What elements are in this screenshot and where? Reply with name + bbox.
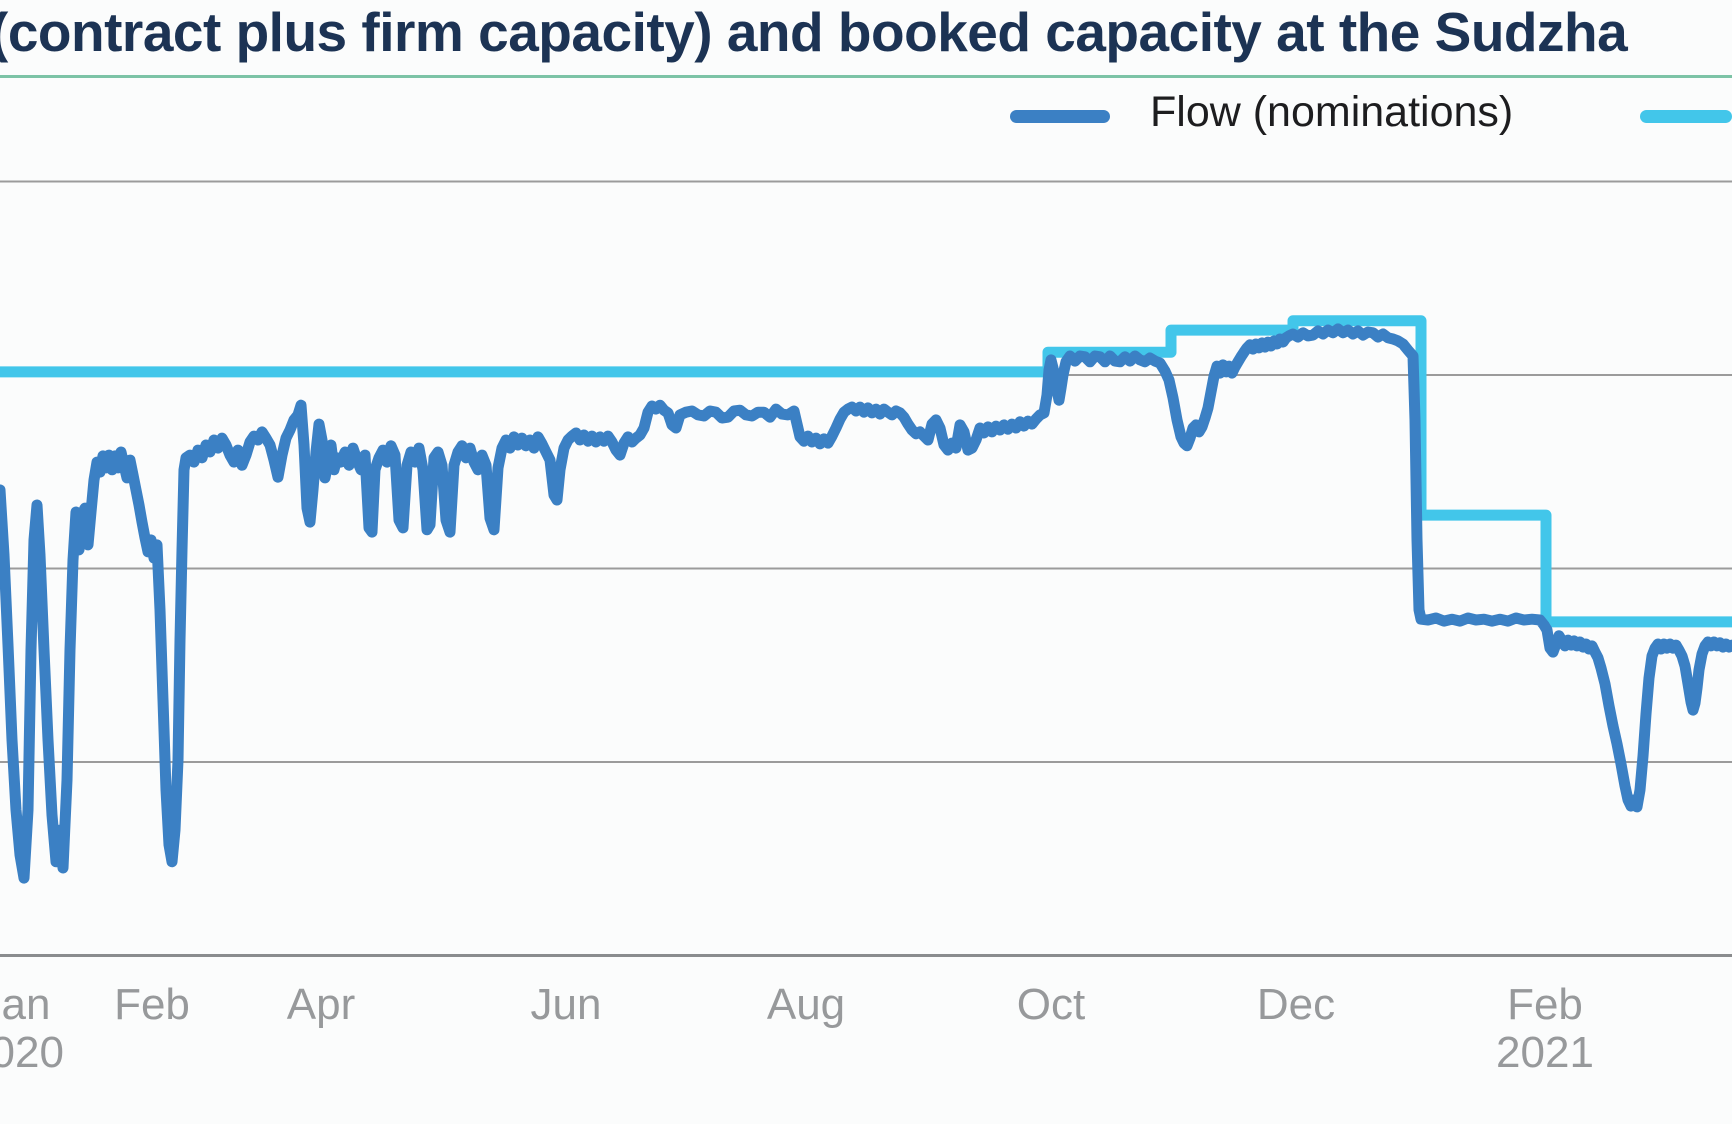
- x-tick-month: Aug: [766, 980, 846, 1029]
- booked-capacity-line: [0, 315, 1732, 628]
- x-tick-month: Jun: [530, 980, 602, 1029]
- x-tick-year: 2020: [0, 1028, 64, 1077]
- x-tick-year: 2021: [1496, 1028, 1594, 1077]
- x-tick-month: Jan: [0, 980, 51, 1029]
- x-tick-month: Feb: [1507, 980, 1583, 1029]
- flow-legend-swatch: [1010, 110, 1110, 123]
- chart-title: (contract plus firm capacity) and booked…: [0, 1, 1628, 63]
- chart-legend: Flow (nominations): [0, 0, 1732, 140]
- booked-capacity-legend-swatch: [1640, 110, 1732, 123]
- x-tick-month: Apr: [286, 980, 356, 1029]
- title-separator-line: [0, 75, 1732, 78]
- x-tick-month: Oct: [1016, 980, 1086, 1029]
- flow-legend-label: Flow (nominations): [1150, 88, 1514, 136]
- flow-line: [0, 323, 1732, 884]
- x-tick-month: Dec: [1256, 980, 1336, 1029]
- x-tick-month: Feb: [114, 980, 190, 1029]
